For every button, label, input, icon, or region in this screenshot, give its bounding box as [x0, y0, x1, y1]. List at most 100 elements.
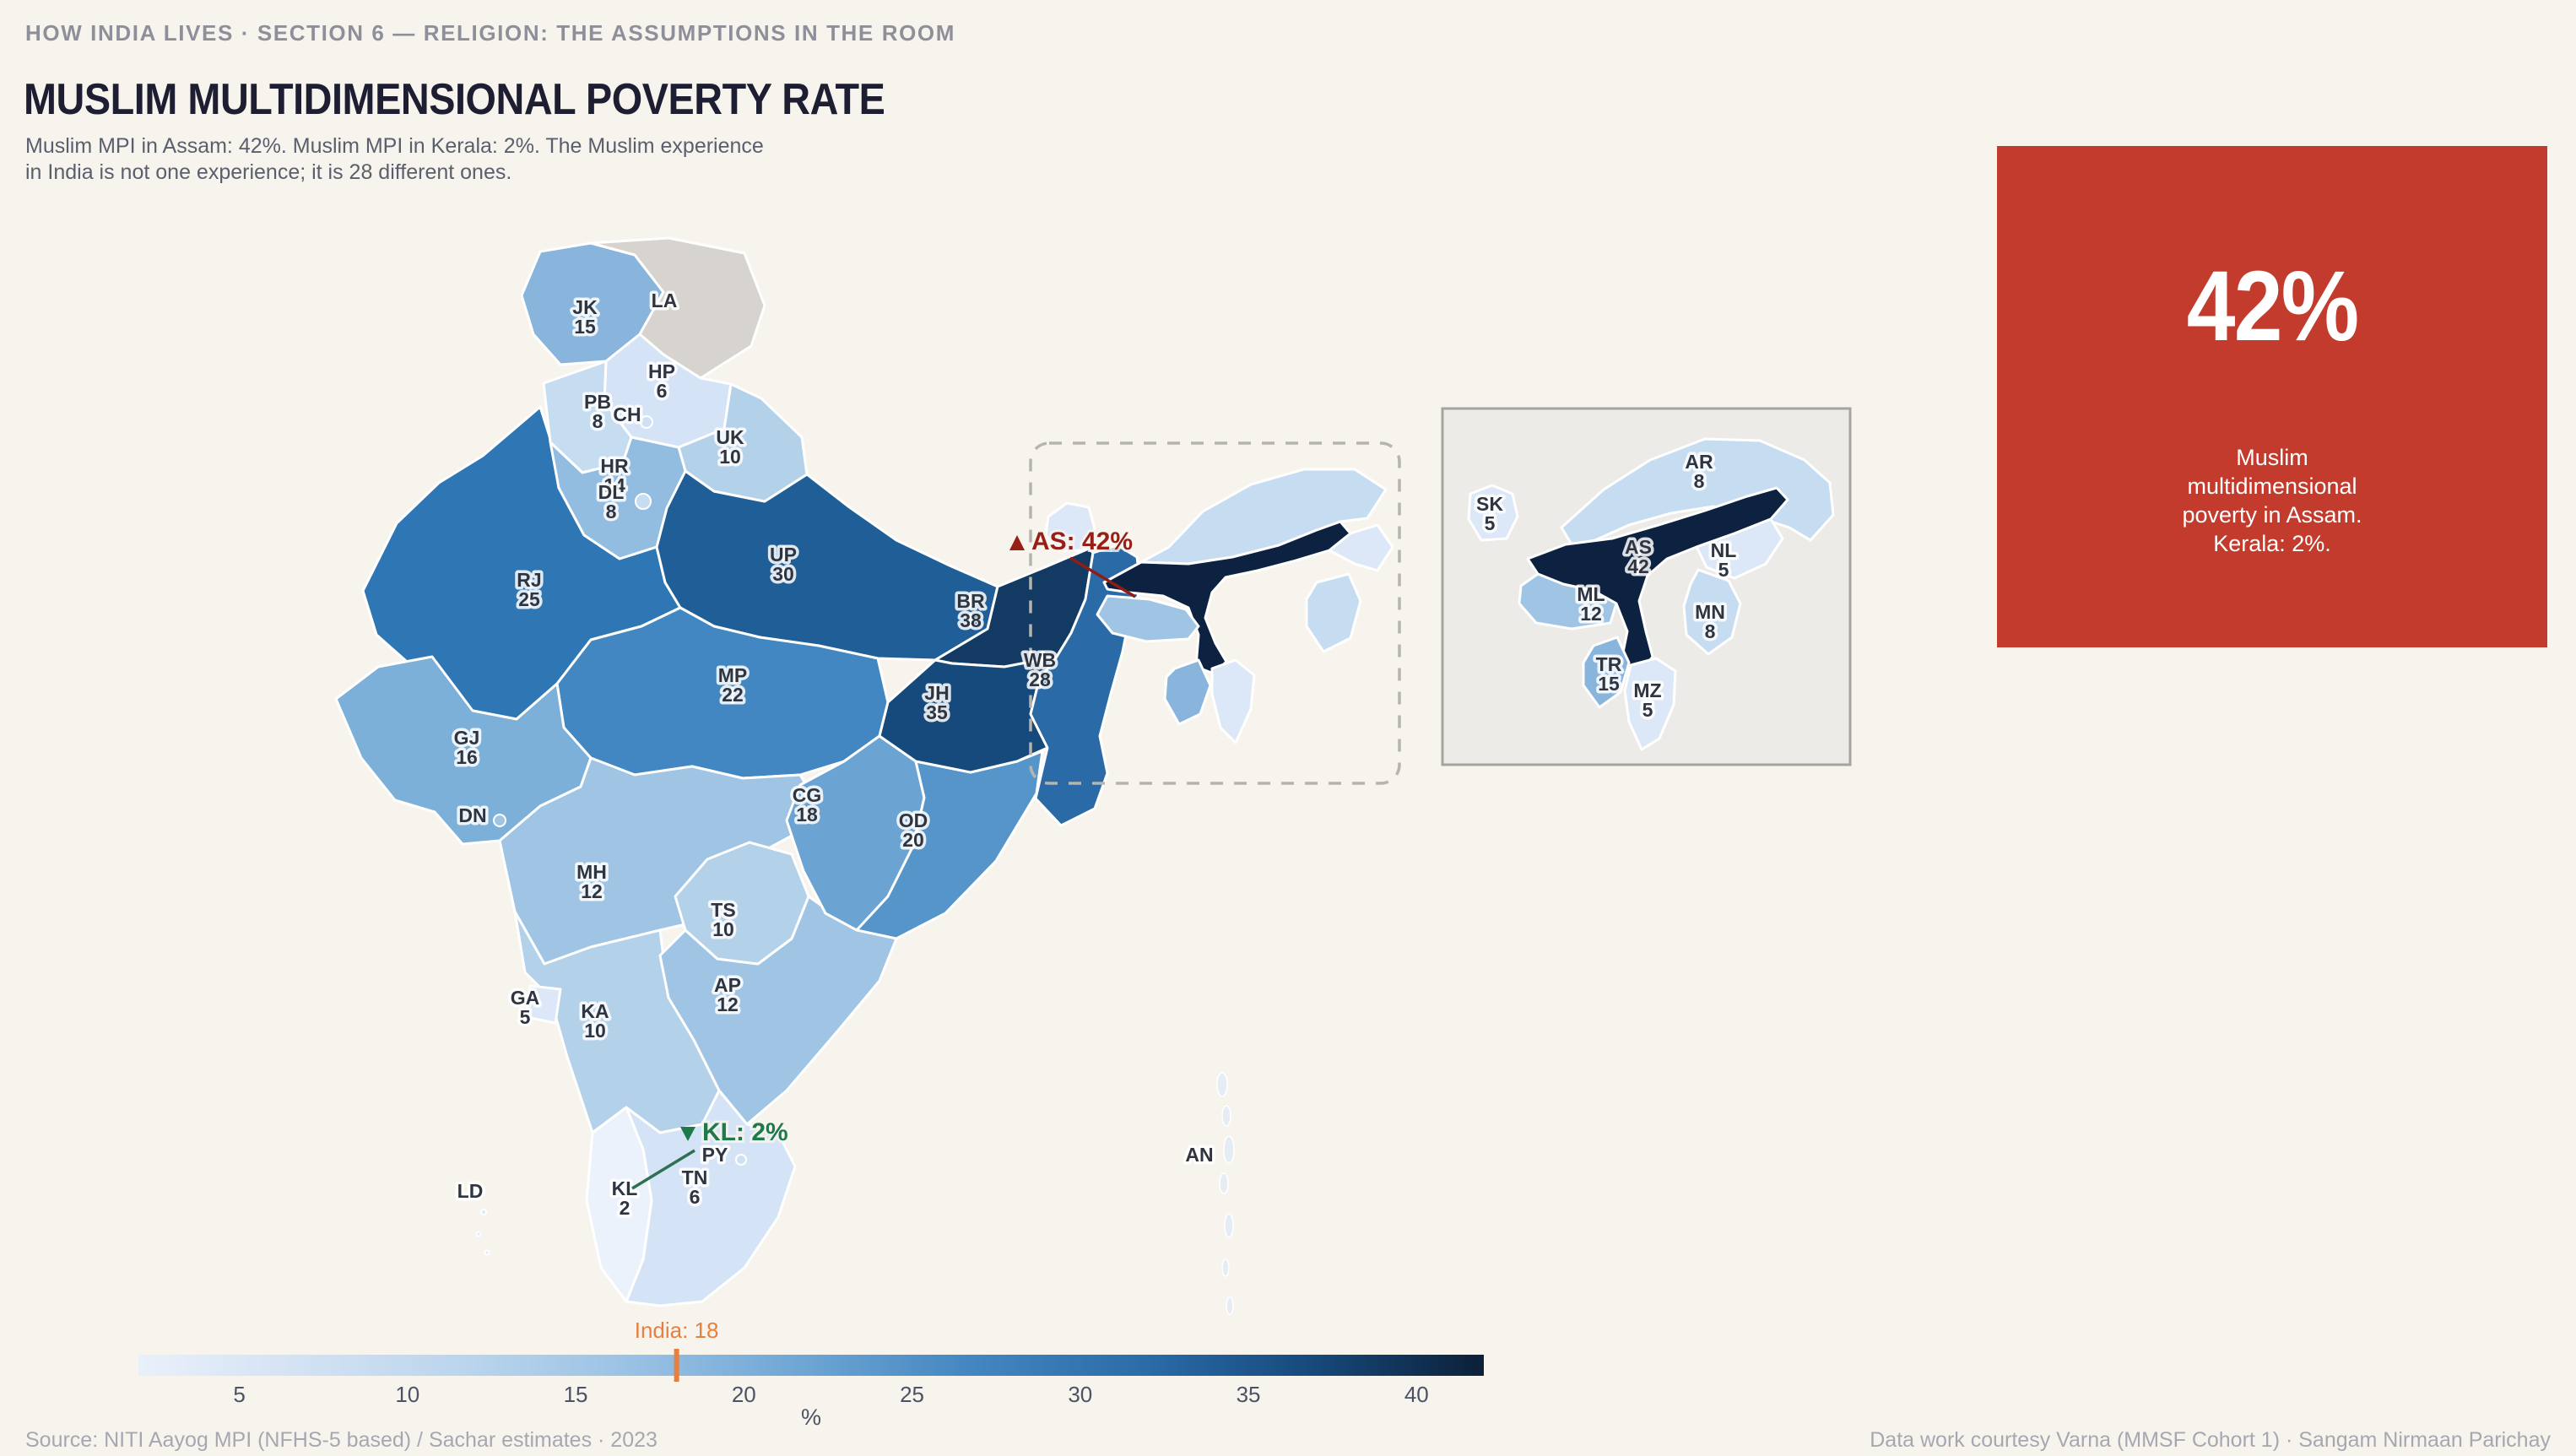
state-AN[interactable]	[1224, 1213, 1234, 1238]
state-label-TN: TN6	[679, 1164, 711, 1211]
state-AN[interactable]	[1221, 1105, 1231, 1127]
callout-caption-line: multidimensional	[2187, 474, 2357, 499]
state-HR[interactable]	[549, 436, 687, 560]
state-label-NL: NL5	[1707, 537, 1740, 584]
state-AN[interactable]	[1226, 1296, 1234, 1315]
svg-text:CG: CG	[793, 784, 822, 806]
svg-text:22: 22	[722, 684, 744, 706]
callout-caption-line: poverty in Assam.	[2182, 502, 2362, 528]
inset-state-ML[interactable]	[1518, 572, 1618, 631]
svg-text:8: 8	[593, 410, 603, 432]
legend-tick-35: 35	[1237, 1382, 1261, 1407]
state-PY[interactable]	[735, 1154, 747, 1166]
svg-text:5: 5	[1485, 512, 1496, 534]
svg-text:PB: PB	[584, 391, 611, 413]
svg-text:DL: DL	[598, 481, 625, 503]
state-AN[interactable]	[1221, 1258, 1230, 1277]
state-LD[interactable]	[475, 1231, 482, 1237]
state-KL[interactable]	[585, 1106, 653, 1303]
svg-text:BR: BR	[956, 590, 985, 612]
svg-text:16: 16	[456, 746, 478, 768]
svg-text:AN: AN	[1185, 1144, 1213, 1166]
legend-tick-40: 40	[1404, 1382, 1429, 1407]
subtitle-line-2: in India is not one experience; it is 28…	[25, 160, 512, 184]
main-map-northeast	[1044, 468, 1394, 744]
kerala-marker-icon	[680, 1127, 695, 1141]
state-GA[interactable]	[525, 984, 562, 1025]
state-label-PB: PB8	[582, 388, 614, 436]
svg-text:6: 6	[657, 380, 668, 402]
svg-text:15: 15	[574, 316, 596, 338]
subtitle: Muslim MPI in Assam: 42%. Muslim MPI in …	[25, 133, 764, 186]
inset-state-MZ[interactable]	[1623, 657, 1677, 751]
state-TR[interactable]	[1163, 658, 1212, 726]
inset-state-NL[interactable]	[1695, 517, 1784, 580]
svg-text:OD: OD	[899, 809, 928, 831]
state-AN[interactable]	[1219, 1172, 1229, 1194]
svg-text:6: 6	[690, 1186, 701, 1208]
state-AS[interactable]	[1102, 520, 1352, 675]
state-DN[interactable]	[493, 814, 506, 827]
state-SK[interactable]	[1044, 501, 1096, 553]
state-MZ[interactable]	[1210, 658, 1256, 744]
state-AN[interactable]	[1223, 1135, 1235, 1164]
color-scale-legend: 5 10 15 20 25 30 35 40% India: 18	[138, 1318, 1484, 1430]
state-label-DL: DL8	[595, 479, 627, 526]
callout-caption-line: Kerala: 2%.	[2213, 531, 2331, 556]
svg-text:PY: PY	[702, 1144, 728, 1166]
svg-text:5: 5	[520, 1006, 531, 1028]
svg-text:HP: HP	[648, 360, 675, 382]
svg-text:8: 8	[1694, 470, 1705, 492]
svg-text:28: 28	[1029, 668, 1051, 690]
svg-text:8: 8	[606, 501, 617, 522]
state-label-DN: DN	[456, 802, 490, 830]
legend-gradient-bar	[138, 1355, 1484, 1376]
state-TS[interactable]	[674, 841, 810, 966]
svg-text:2: 2	[620, 1197, 630, 1219]
assam-annotation-label: AS: 42%	[1031, 528, 1133, 555]
state-ML[interactable]	[1096, 594, 1200, 643]
state-UK[interactable]	[677, 382, 809, 503]
svg-text:CH: CH	[613, 403, 641, 425]
svg-text:TR: TR	[1596, 653, 1622, 675]
legend-tick-30: 30	[1068, 1382, 1092, 1407]
state-LD[interactable]	[484, 1249, 490, 1256]
state-DL[interactable]	[635, 493, 652, 510]
state-NL[interactable]	[1328, 523, 1394, 572]
svg-text:10: 10	[719, 446, 741, 468]
inset-state-SK[interactable]	[1467, 484, 1519, 542]
svg-text:5: 5	[1642, 699, 1653, 721]
inset-state-TR[interactable]	[1582, 636, 1631, 709]
svg-text:ML: ML	[1577, 583, 1605, 605]
svg-text:35: 35	[926, 701, 948, 723]
state-AN[interactable]	[1216, 1072, 1228, 1097]
state-label-GA: GA5	[507, 984, 543, 1031]
svg-text:WB: WB	[1024, 649, 1056, 671]
state-LD[interactable]	[480, 1209, 487, 1215]
state-CH[interactable]	[640, 415, 653, 429]
svg-text:25: 25	[518, 588, 540, 610]
svg-text:10: 10	[584, 1020, 606, 1042]
state-label-AR: AR8	[1682, 448, 1717, 495]
legend-tick-20: 20	[732, 1382, 756, 1407]
svg-text:JK: JK	[572, 296, 598, 318]
svg-text:MH: MH	[576, 861, 607, 883]
india-average-tick	[674, 1349, 679, 1382]
svg-text:UP: UP	[770, 544, 797, 566]
state-MN[interactable]	[1305, 572, 1362, 653]
inset-state-MN[interactable]	[1682, 568, 1742, 656]
svg-text:AS: AS	[1625, 536, 1652, 558]
svg-text:RJ: RJ	[517, 569, 541, 591]
